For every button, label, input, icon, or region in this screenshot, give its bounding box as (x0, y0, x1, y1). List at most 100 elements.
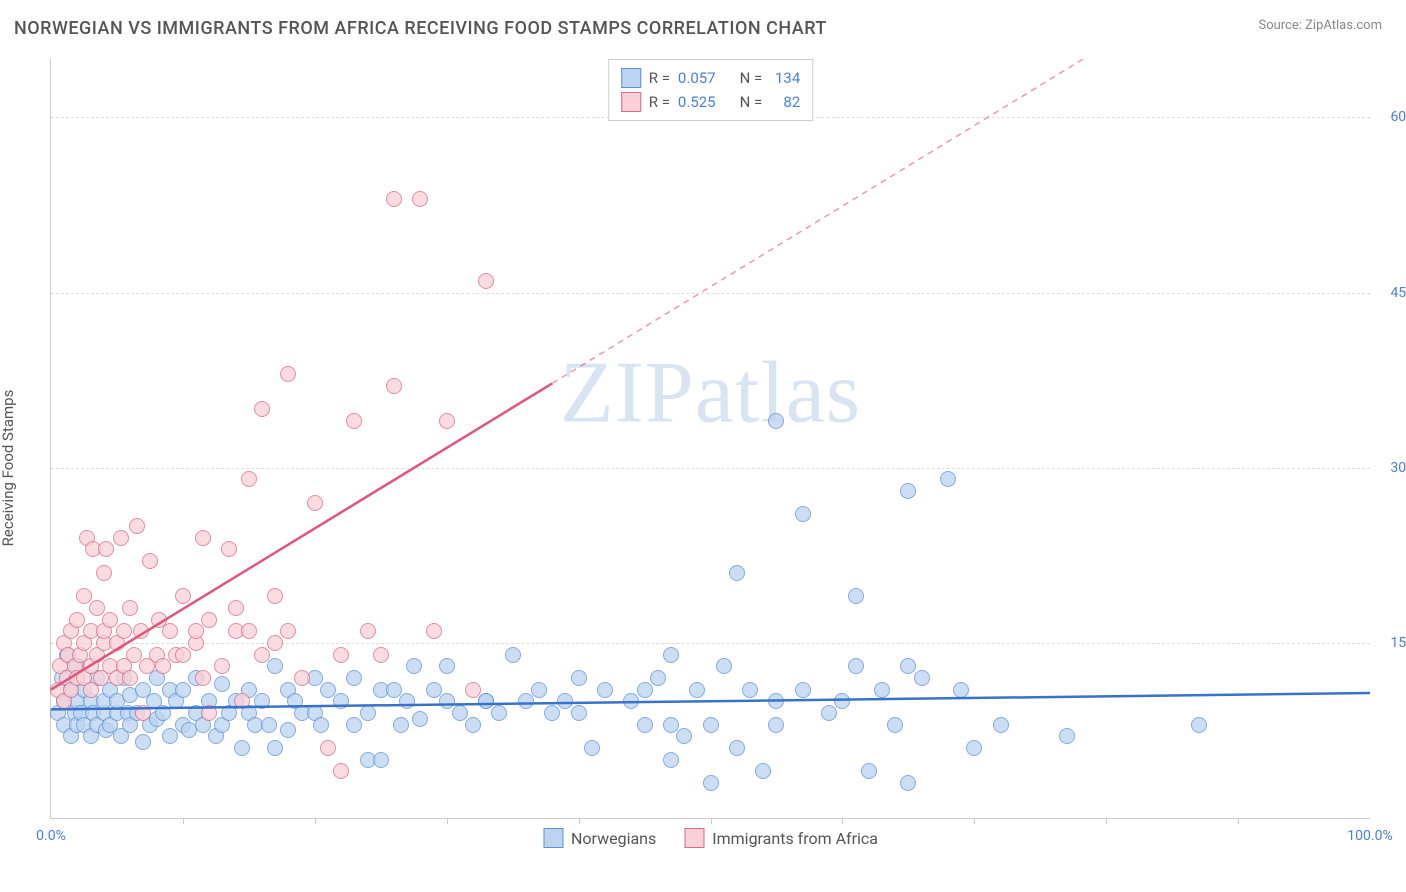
plot-area: ZIPatlas R = 0.057 N = 134 R = 0.525 N =… (50, 59, 1370, 819)
data-point (505, 647, 521, 663)
watermark: ZIPatlas (560, 342, 861, 443)
data-point (900, 775, 916, 791)
legend-item: Norwegians (543, 828, 656, 848)
xtick (711, 818, 712, 824)
legend-row: R = 0.057 N = 134 (621, 66, 801, 90)
data-point (267, 658, 283, 674)
ytick-label: 15.0% (1374, 635, 1406, 651)
data-point (663, 647, 679, 663)
xtick-label: 0.0% (36, 828, 66, 844)
data-point (571, 705, 587, 721)
data-point (280, 366, 296, 382)
data-point (98, 541, 114, 557)
y-axis-label: Receiving Food Stamps (0, 390, 17, 547)
data-point (333, 763, 349, 779)
data-point (439, 693, 455, 709)
data-point (452, 705, 468, 721)
data-point (76, 588, 92, 604)
legend-label: Immigrants from Africa (712, 829, 878, 848)
data-point (491, 705, 507, 721)
data-point (914, 670, 930, 686)
data-point (280, 722, 296, 738)
data-point (465, 717, 481, 733)
data-point (386, 378, 402, 394)
data-point (346, 670, 362, 686)
data-point (597, 682, 613, 698)
data-point (373, 752, 389, 768)
xtick (579, 818, 580, 824)
legend-swatch-norwegians (621, 68, 641, 88)
data-point (729, 740, 745, 756)
gridline (51, 643, 1370, 644)
data-point (122, 670, 138, 686)
data-point (320, 740, 336, 756)
gridline (51, 293, 1370, 294)
data-point (346, 717, 362, 733)
data-point (544, 705, 560, 721)
data-point (113, 530, 129, 546)
data-point (122, 600, 138, 616)
xtick (842, 818, 843, 824)
data-point (768, 717, 784, 733)
data-point (254, 693, 270, 709)
data-point (234, 740, 250, 756)
data-point (703, 717, 719, 733)
data-point (261, 717, 277, 733)
data-point (531, 682, 547, 698)
data-point (221, 541, 237, 557)
ytick-label: 60.0% (1374, 109, 1406, 125)
data-point (126, 647, 142, 663)
legend-row: R = 0.525 N = 82 (621, 90, 801, 114)
data-point (175, 588, 191, 604)
data-point (848, 658, 864, 674)
data-point (900, 658, 916, 674)
source-attribution: Source: ZipAtlas.com (1258, 18, 1382, 33)
xtick-label: 100.0% (1347, 828, 1392, 844)
legend-r-value: 0.057 (678, 66, 716, 90)
data-point (953, 682, 969, 698)
data-point (129, 518, 145, 534)
correlation-legend: R = 0.057 N = 134 R = 0.525 N = 82 (608, 59, 814, 121)
data-point (333, 647, 349, 663)
data-point (887, 717, 903, 733)
xtick (183, 818, 184, 824)
data-point (241, 623, 257, 639)
chart-container: Receiving Food Stamps ZIPatlas R = 0.057… (0, 39, 1406, 879)
series-legend: Norwegians Immigrants from Africa (543, 828, 878, 848)
data-point (386, 682, 402, 698)
legend-r-value: 0.525 (678, 90, 716, 114)
data-point (142, 553, 158, 569)
legend-item: Immigrants from Africa (684, 828, 878, 848)
data-point (280, 623, 296, 639)
data-point (241, 471, 257, 487)
data-point (195, 530, 211, 546)
data-point (861, 763, 877, 779)
data-point (267, 635, 283, 651)
data-point (650, 670, 666, 686)
data-point (478, 693, 494, 709)
data-point (294, 670, 310, 686)
data-point (716, 658, 732, 674)
chart-title: NORWEGIAN VS IMMIGRANTS FROM AFRICA RECE… (14, 18, 827, 39)
data-point (393, 717, 409, 733)
data-point (412, 711, 428, 727)
data-point (848, 588, 864, 604)
legend-n-value: 82 (770, 90, 800, 114)
data-point (373, 647, 389, 663)
data-point (637, 717, 653, 733)
ytick-label: 45.0% (1374, 285, 1406, 301)
data-point (175, 682, 191, 698)
data-point (584, 740, 600, 756)
data-point (439, 413, 455, 429)
data-point (195, 670, 211, 686)
data-point (518, 693, 534, 709)
data-point (768, 693, 784, 709)
data-point (1059, 728, 1075, 744)
legend-n-value: 134 (770, 66, 800, 90)
data-point (133, 623, 149, 639)
data-point (307, 495, 323, 511)
data-point (412, 191, 428, 207)
data-point (360, 705, 376, 721)
data-point (201, 612, 217, 628)
data-point (755, 763, 771, 779)
